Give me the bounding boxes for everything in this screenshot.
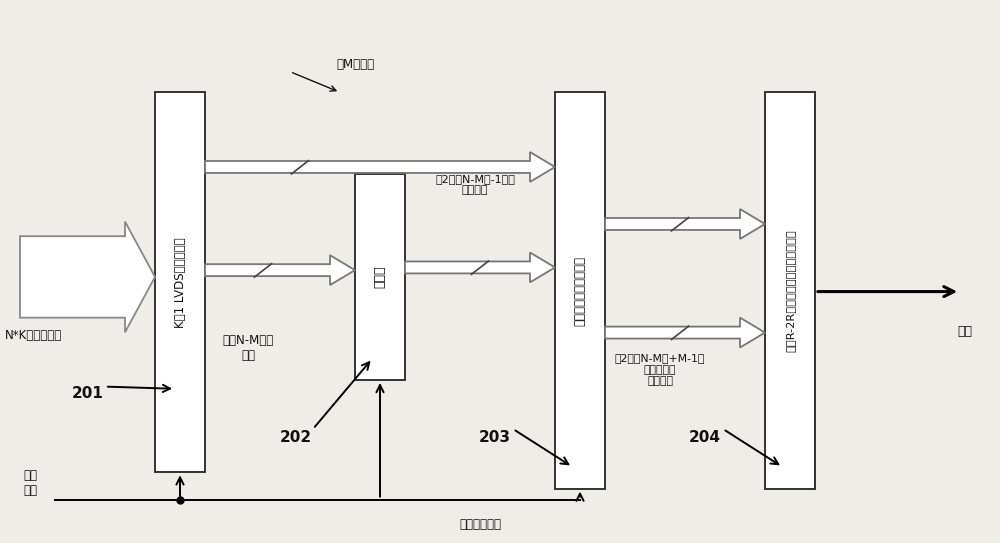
Text: 集成归零控制的锁存器: 集成归零控制的锁存器 [574,256,587,325]
Text: 模式选择输入: 模式选择输入 [459,518,501,531]
Text: （2＾（N-M）-1）位
编码数据: （2＾（N-M）-1）位 编码数据 [435,174,515,195]
Bar [155,92,205,472]
Text: 204: 204 [689,430,721,445]
Text: 低M位数据: 低M位数据 [336,58,374,71]
Polygon shape [20,222,155,332]
Text: K：1 LVDS并串转换器: K：1 LVDS并串转换器 [174,237,186,327]
Bar [555,92,605,489]
Text: N*K位数据输入: N*K位数据输入 [5,329,62,342]
Text: 输出: 输出 [958,325,972,338]
Polygon shape [605,318,765,348]
Text: 201: 201 [72,386,104,401]
Text: 时钟
输入: 时钟 输入 [23,469,37,497]
Text: 编码器: 编码器 [374,266,386,288]
Polygon shape [605,209,765,239]
Text: 高（N-M）位
数据: 高（N-M）位 数据 [222,334,274,362]
Polygon shape [205,255,355,285]
Bar [355,174,405,380]
Polygon shape [405,252,555,282]
Polygon shape [205,152,555,182]
Text: （2＾（N-M）+M-1）
位同步开关
控制信号: （2＾（N-M）+M-1） 位同步开关 控制信号 [615,353,705,386]
Text: 203: 203 [479,430,511,445]
Text: 基于R-2R梯形网络的数模转换器核心: 基于R-2R梯形网络的数模转换器核心 [785,229,795,352]
Text: 202: 202 [280,430,312,445]
Bar [765,92,815,489]
